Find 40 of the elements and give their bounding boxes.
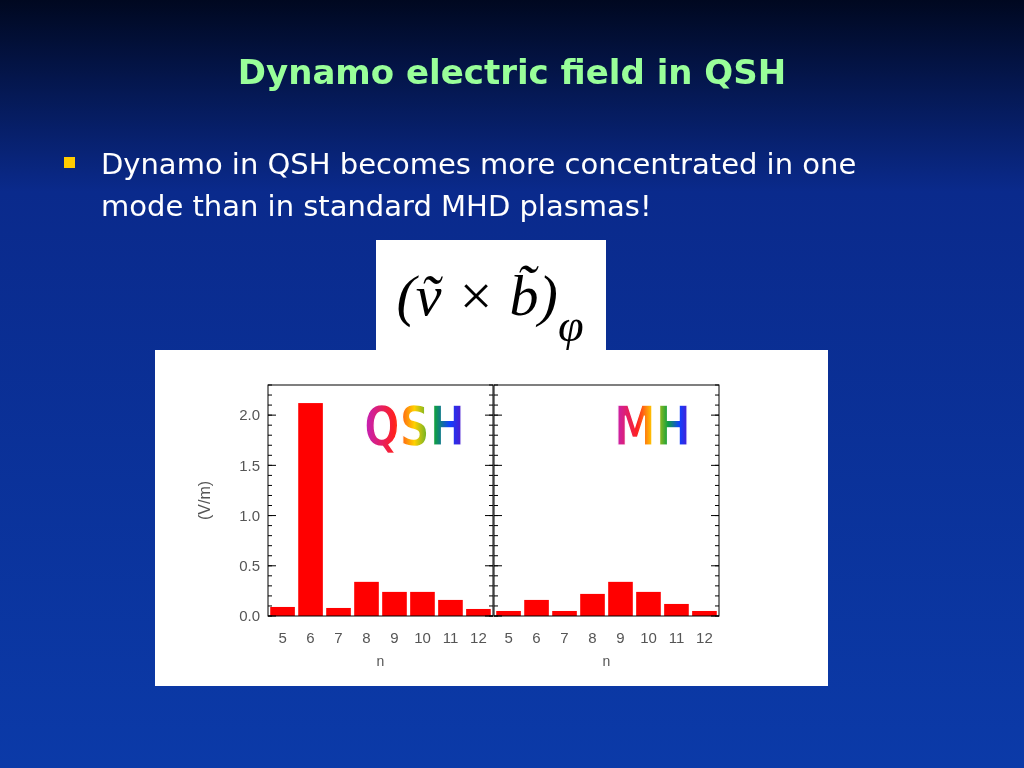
x-tick-label: 8 [588, 629, 597, 646]
y-tick-label: 0.5 [239, 557, 260, 575]
chart-title: QSH [363, 392, 465, 459]
x-tick-label: 6 [532, 629, 541, 646]
bar [580, 593, 605, 616]
x-tick-label: 7 [334, 629, 343, 646]
bar [664, 603, 689, 616]
x-axis-title: n [376, 653, 385, 669]
bar [298, 403, 323, 616]
x-axis-title: n [602, 653, 611, 669]
bar [636, 591, 661, 616]
x-tick-label: 9 [390, 629, 399, 646]
x-tick-label: 11 [442, 629, 459, 646]
text: (ṽ × b̃)$_{φ}$ [396, 263, 584, 351]
x-tick-label: 11 [668, 629, 685, 646]
x-tick-label: 5 [504, 629, 513, 646]
bar [354, 581, 379, 616]
y-tick-label: 0.0 [239, 607, 260, 625]
y-tick-label: 1.5 [239, 456, 260, 474]
x-tick-label: 7 [560, 629, 569, 646]
x-tick-label: 9 [616, 629, 625, 646]
y-tick-label: 1.0 [239, 506, 260, 524]
x-tick-label: 10 [640, 629, 657, 646]
x-tick-label: 5 [278, 629, 287, 646]
x-tick-label: 12 [696, 629, 713, 646]
bar [382, 591, 407, 616]
bar [524, 599, 549, 616]
x-tick-label: 6 [306, 629, 315, 646]
bar [608, 581, 633, 616]
y-axis-title: (V/m) [196, 480, 213, 521]
text: Dynamo electric field in QSH [237, 52, 787, 92]
y-tick-label: 2.0 [239, 406, 260, 424]
x-tick-label: 10 [414, 629, 431, 646]
x-tick-label: 12 [470, 629, 487, 646]
bar [438, 599, 463, 616]
x-tick-label: 8 [362, 629, 371, 646]
bar [410, 591, 435, 616]
bar [270, 606, 295, 616]
chart-title: MH [614, 392, 691, 459]
text: Dynamo in QSH becomes more concentrated in one mode than in standard MHD plasmas! [101, 147, 857, 223]
